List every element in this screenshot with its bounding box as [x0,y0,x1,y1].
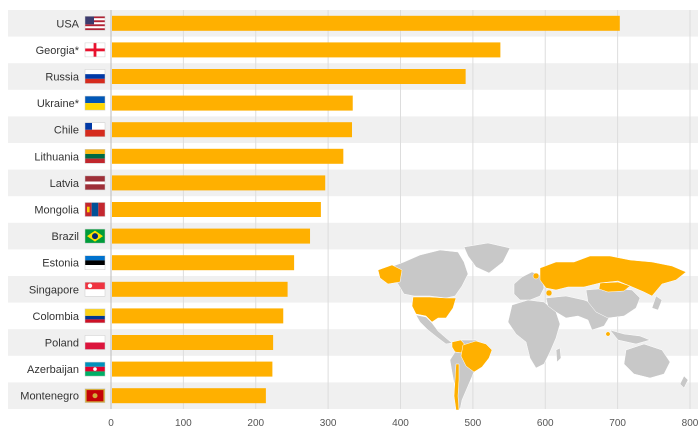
category-label: Lithuania [34,151,80,163]
georgia-flag-icon [84,42,106,58]
bar [112,148,344,164]
bar [112,228,311,244]
mongolia-flag-icon [84,202,106,217]
bar [112,388,266,404]
map-chile [453,363,460,411]
map-japan [651,295,663,311]
category-label: USA [56,18,79,30]
map-singapore [605,331,611,337]
map-greenland [463,242,511,274]
category-label: Chile [54,125,79,137]
map-russia [539,255,687,297]
bar [112,15,620,31]
map-indonesia [609,329,651,345]
category-label: Latvia [50,178,80,190]
latvia-flag-icon [84,175,106,191]
flags [84,16,106,403]
category-labels: USA Georgia* Russia Ukraine* Chile Lithuania L… [20,18,80,402]
x-tick-label: 200 [247,418,264,429]
category-label: Mongolia [34,205,80,217]
bar [112,69,466,84]
x-tick-label: 600 [537,418,554,429]
map-mongolia [598,281,631,293]
bar [112,255,295,271]
x-tick-label: 500 [465,418,482,429]
category-label: Ukraine* [37,98,80,110]
montenegro-flag-icon [84,388,106,403]
x-tick-label: 700 [609,418,626,429]
x-tick-labels: 0 100 200 300 400 500 600 700 800 [108,418,699,429]
bar [112,202,321,217]
brazil-flag-icon [84,228,106,244]
bars [112,15,620,404]
bar [112,308,284,324]
lithuania-flag-icon [84,149,106,164]
russia-flag-icon [84,69,106,84]
bar [112,175,326,191]
chile-flag-icon [84,122,106,137]
map-australia [623,343,671,379]
x-tick-label: 100 [175,418,192,429]
estonia-flag-icon [84,255,106,270]
map-usa [411,296,457,323]
map-alaska [377,264,403,285]
bar [112,335,274,350]
category-label: Estonia [42,258,80,270]
category-label: Colombia [33,311,80,323]
bar [112,281,288,297]
x-tick-label: 400 [392,418,409,429]
category-label: Montenegro [20,391,79,403]
map-madagascar [555,347,562,363]
colombia-flag-icon [84,308,106,324]
bar [112,95,353,111]
world-map [377,242,689,411]
ukraine-flag-icon [84,95,106,111]
category-label: Brazil [51,231,79,243]
category-label: Azerbaijan [27,364,79,376]
category-label: Russia [45,72,80,84]
x-tick-label: 300 [320,418,337,429]
map-baltics [532,272,540,280]
azerbaijan-flag-icon [84,361,106,377]
category-label: Poland [45,338,79,350]
map-new-zealand [679,375,689,389]
bar [112,122,353,138]
us-flag-icon [84,16,106,31]
x-tick-label: 0 [108,418,114,429]
bar [112,42,501,58]
category-label: Singapore [29,284,79,296]
bar [112,361,273,377]
singapore-flag-icon [84,282,106,297]
x-tick-label: 800 [682,418,699,429]
map-georgia-azerbaijan [545,289,553,297]
map-canada [387,249,469,299]
map-brazil [460,340,493,373]
poland-flag-icon [84,335,106,350]
map-africa [507,299,561,369]
category-label: Georgia* [36,45,80,57]
